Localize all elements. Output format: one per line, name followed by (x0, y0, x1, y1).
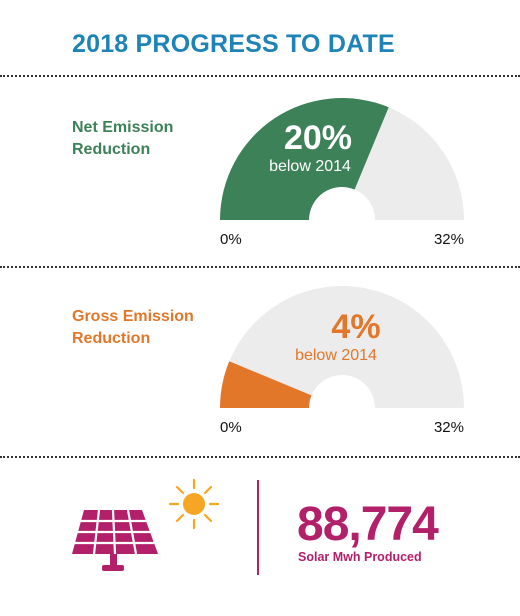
net-emission-gauge: 20% below 2014 0% 32% (220, 98, 464, 248)
divider-bottom (0, 456, 520, 458)
gross-emission-gauge: 4% below 2014 0% 32% (220, 286, 464, 436)
solar-value: 88,774 (297, 498, 439, 551)
sun-icon (168, 478, 220, 530)
net-emission-label: Net Emission Reduction (72, 117, 173, 161)
gauge-max-label: 32% (434, 231, 464, 248)
gauge-sub-label: below 2014 (295, 347, 377, 364)
solar-panel-icon (72, 509, 158, 571)
divider-top (0, 75, 520, 77)
page-title: 2018 PROGRESS TO DATE (72, 30, 395, 58)
net-emission-label-line-1: Net Emission (72, 119, 174, 136)
gauge-track (354, 107, 464, 220)
gross-emission-label-line-2: Reduction (72, 330, 151, 347)
divider-middle (0, 266, 520, 268)
gauge-fill (220, 98, 389, 220)
gauge-value-label: 4% (331, 308, 380, 346)
gross-emission-label-line-1: Gross Emission (72, 308, 194, 325)
gauge-fill (220, 361, 312, 408)
gross-emission-section: Gross Emission Reduction 4% below 2014 0… (0, 272, 520, 452)
solar-label: Solar Mwh Produced (298, 550, 422, 564)
gauge-sub-label: below 2014 (269, 158, 351, 175)
net-emission-label-line-2: Reduction (72, 141, 151, 158)
gross-emission-label: Gross Emission Reduction (72, 306, 194, 350)
gauge-min-label: 0% (220, 419, 242, 436)
gauge-min-label: 0% (220, 231, 242, 248)
net-emission-section: Net Emission Reduction 20% below 2014 0%… (0, 84, 520, 264)
gauge-max-label: 32% (434, 419, 464, 436)
section-separator-line (257, 480, 259, 575)
gauge-value-label: 20% (284, 119, 352, 157)
gauge-track (229, 286, 464, 408)
